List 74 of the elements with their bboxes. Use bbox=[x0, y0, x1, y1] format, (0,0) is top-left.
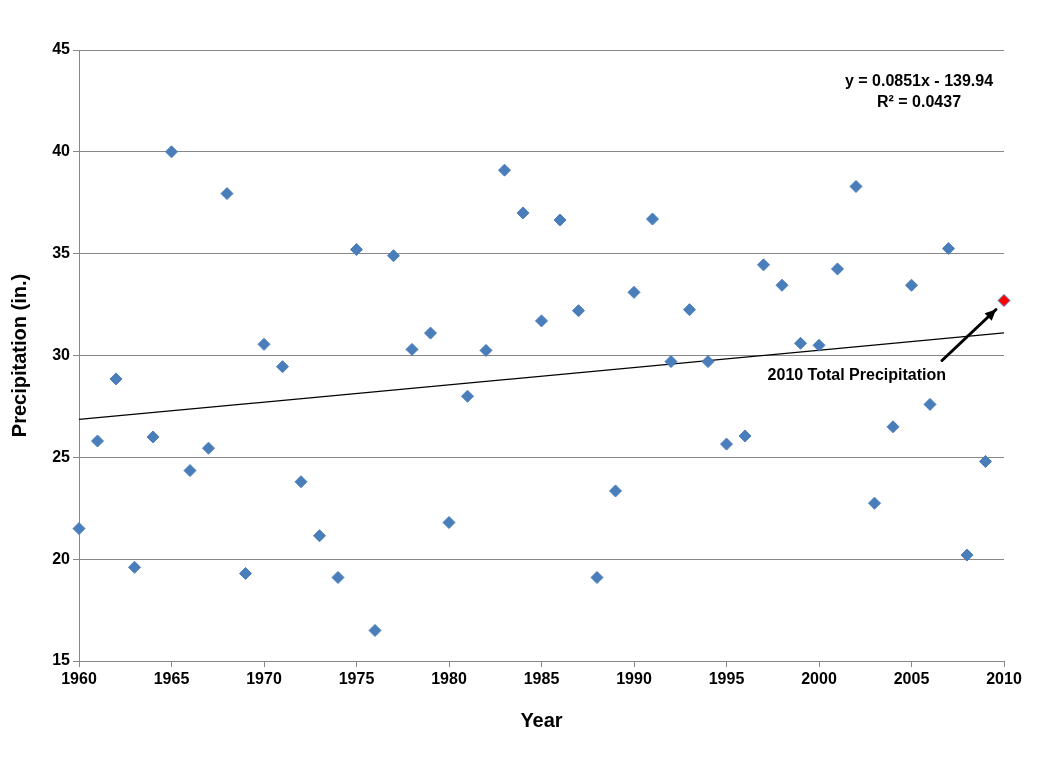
annotation: y = 0.0851x - 139.94 bbox=[844, 72, 994, 90]
point bbox=[387, 249, 400, 263]
point bbox=[313, 529, 326, 543]
point bbox=[627, 285, 641, 299]
x-tick-label: 1970 bbox=[246, 670, 282, 688]
y-tick-label: 15 bbox=[52, 651, 71, 669]
point bbox=[720, 437, 733, 451]
point bbox=[220, 187, 234, 201]
y-tick-label: 45 bbox=[52, 40, 71, 58]
point bbox=[812, 338, 826, 352]
point bbox=[276, 360, 289, 374]
point bbox=[794, 336, 807, 350]
point bbox=[442, 516, 456, 530]
point bbox=[646, 212, 659, 226]
x-tick-label: 2010 bbox=[986, 670, 1022, 688]
y-tick-label: 25 bbox=[52, 447, 71, 465]
point bbox=[775, 278, 789, 292]
point bbox=[109, 372, 123, 386]
point bbox=[849, 179, 863, 193]
point bbox=[590, 571, 604, 584]
x-axis-title: Year bbox=[520, 708, 563, 731]
point bbox=[997, 294, 1011, 308]
point bbox=[535, 314, 548, 328]
point bbox=[405, 342, 419, 356]
point bbox=[239, 566, 252, 580]
point bbox=[960, 548, 974, 562]
point bbox=[738, 429, 752, 443]
x-tick-label: 1990 bbox=[616, 670, 652, 688]
x-tick-label: 2000 bbox=[801, 670, 837, 688]
x-tick-label: 1975 bbox=[338, 670, 375, 688]
point bbox=[257, 337, 271, 351]
x-tick-label: 1960 bbox=[61, 670, 97, 688]
point bbox=[461, 389, 474, 403]
point bbox=[91, 434, 104, 448]
point bbox=[350, 243, 363, 257]
point bbox=[183, 464, 197, 478]
point bbox=[479, 343, 493, 357]
annotation: 2010 Total Precipitation bbox=[767, 365, 946, 383]
point bbox=[905, 278, 918, 292]
y-axis-title: Precipitation (in.) bbox=[7, 273, 30, 438]
point bbox=[165, 145, 178, 159]
point bbox=[553, 213, 567, 227]
y-tick-label: 20 bbox=[52, 549, 71, 567]
point bbox=[831, 262, 844, 276]
point bbox=[202, 441, 215, 455]
point bbox=[664, 355, 678, 369]
point bbox=[979, 454, 992, 468]
point bbox=[886, 420, 900, 434]
x-tick-label: 1985 bbox=[523, 670, 560, 688]
point bbox=[609, 484, 622, 498]
x-tick-label: 1980 bbox=[431, 670, 467, 688]
y-tick-label: 40 bbox=[52, 142, 71, 160]
annotation: R² = 0.0437 bbox=[876, 93, 962, 111]
point bbox=[757, 258, 770, 272]
point bbox=[498, 163, 511, 177]
point bbox=[868, 496, 881, 510]
point bbox=[923, 397, 937, 411]
point bbox=[294, 475, 308, 489]
point bbox=[572, 304, 585, 318]
point bbox=[683, 303, 696, 317]
y-tick-label: 35 bbox=[52, 244, 71, 262]
point bbox=[942, 242, 955, 256]
point bbox=[368, 623, 382, 637]
x-tick-label: 1965 bbox=[153, 670, 190, 688]
point bbox=[516, 206, 530, 220]
point bbox=[424, 326, 437, 340]
point bbox=[701, 355, 715, 369]
x-tick-label: 1995 bbox=[708, 670, 745, 688]
point bbox=[72, 522, 86, 536]
x-tick-label: 2005 bbox=[893, 670, 930, 688]
point bbox=[146, 430, 160, 444]
y-tick-label: 30 bbox=[52, 345, 71, 363]
point bbox=[128, 560, 141, 574]
point bbox=[331, 571, 345, 584]
